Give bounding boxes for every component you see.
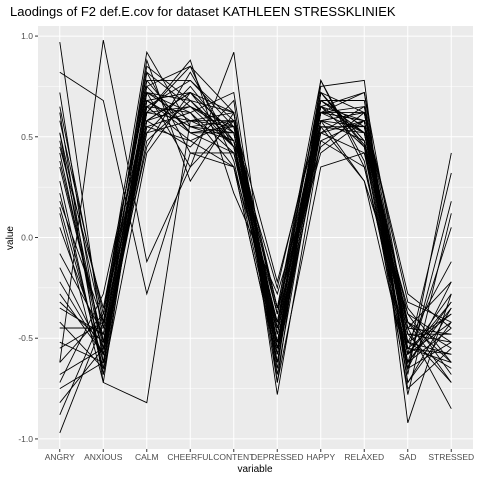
x-tick-label: ANGRY xyxy=(45,452,75,462)
series-line-27 xyxy=(59,91,452,383)
y-tick-label: -0.5 xyxy=(18,333,33,343)
chart-title: Laodings of F2 def.E.cov for dataset KAT… xyxy=(10,4,396,19)
y-tick-label: -1.0 xyxy=(18,434,33,444)
x-tick-label: CHEERFUL xyxy=(167,452,213,462)
x-tick-label: RELAXED xyxy=(344,452,384,462)
x-axis-title: variable xyxy=(237,464,272,475)
series-line-37 xyxy=(59,105,452,364)
series-line-31 xyxy=(59,105,452,369)
x-tick-label: CONTENT xyxy=(213,452,254,462)
series-lines xyxy=(59,40,452,434)
grid-lines xyxy=(38,26,473,449)
y-tick-label: 0.5 xyxy=(21,132,33,142)
x-tick-label: ANXIOUS xyxy=(84,452,123,462)
x-axis: ANGRY ANXIOUS CALM CHEERFUL CONTENTDEPRESSED… xyxy=(45,449,474,462)
x-tick-label: HAPPY xyxy=(306,452,335,462)
x-tick-label: DEPRESSED xyxy=(251,452,303,462)
series-line-30 xyxy=(59,85,452,364)
x-tick-label: CALM xyxy=(135,452,159,462)
series-line-38 xyxy=(59,99,452,356)
y-axis-title: value xyxy=(5,226,16,250)
series-line-32 xyxy=(59,91,452,363)
x-tick-label: STRESSED xyxy=(428,452,474,462)
series-line-24 xyxy=(59,78,452,383)
y-tick-label: 0.0 xyxy=(21,233,33,243)
y-tick-label: 1.0 xyxy=(21,31,33,41)
x-tick-label: SAD xyxy=(399,452,416,462)
y-axis: -1.0 -0.5 0.0 0.5 1.0 xyxy=(18,31,38,444)
